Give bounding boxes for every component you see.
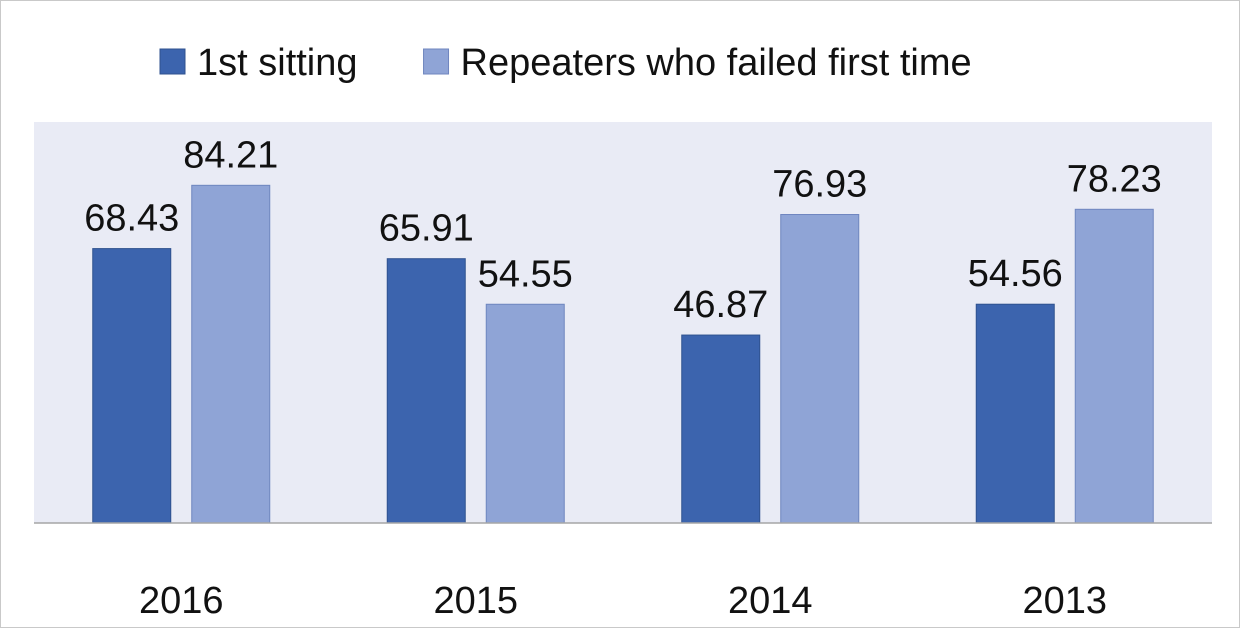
data-label: 78.23 (1067, 158, 1162, 200)
legend-label: 1st sitting (197, 42, 358, 84)
bar (92, 248, 172, 524)
legend-swatch (159, 48, 186, 75)
data-label: 84.21 (183, 134, 278, 176)
bar (191, 184, 271, 524)
bar (975, 303, 1055, 524)
data-label: 68.43 (84, 198, 179, 240)
data-label: 46.87 (673, 284, 768, 326)
x-tick-label: 2014 (728, 580, 813, 622)
data-label: 54.55 (478, 253, 573, 295)
bar (386, 258, 466, 524)
x-tick-label: 2016 (139, 580, 224, 622)
legend-label: Repeaters who failed first time (461, 42, 972, 84)
bar (681, 334, 761, 524)
bar (485, 303, 565, 524)
data-label: 76.93 (772, 164, 867, 206)
bar (780, 214, 860, 524)
bar (1074, 208, 1154, 524)
x-tick-label: 2013 (1022, 580, 1107, 622)
x-tick-label: 2015 (433, 580, 518, 622)
data-label: 65.91 (379, 208, 474, 250)
data-label: 54.56 (968, 253, 1063, 295)
legend-swatch (423, 48, 450, 75)
